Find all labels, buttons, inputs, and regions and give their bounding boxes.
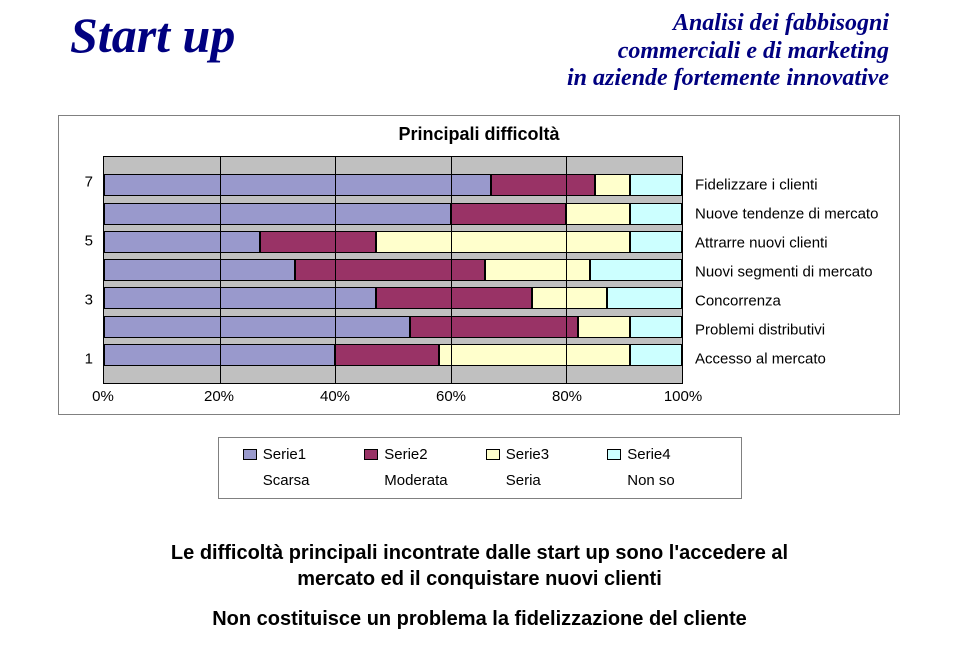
x-tick-label: 60% [436,388,466,405]
chart-body: 1 3 5 7 0% 20% 40% 60% 80% 100% Accesso al merca… [59,152,899,414]
legend: Serie1Serie2Serie3Serie4 ScarsaModerataS… [218,437,742,499]
legend-swatch [607,449,621,460]
footer-line-2: mercato ed il conquistare nuovi clienti [297,568,662,590]
subtitle-line-3: in aziende fortemente innovative [567,65,889,93]
page-title-left: Start up [70,6,235,64]
bar-segment-serie2 [376,287,532,309]
bar-segment-serie3 [532,287,607,309]
bar-row [104,287,682,309]
legend-swatch [486,449,500,460]
bar-segment-serie3 [376,231,630,253]
x-axis-labels: 0%20%40%60%80%100% [103,388,683,410]
category-label: Problemi distributivi [695,322,825,339]
x-tick-label: 80% [552,388,582,405]
bar-segment-serie4 [607,287,682,309]
y-tick-label: 7 [85,173,93,190]
x-tick-label: 100% [664,388,702,405]
bar-segment-serie3 [578,316,630,338]
bar-segment-serie2 [335,344,439,366]
bar-segment-serie1 [104,231,260,253]
legend-item-serie2: Serie2 [364,446,474,463]
bar-row [104,174,682,196]
chart-title: Principali difficoltà [59,124,899,145]
chart-container: Principali difficoltà 1 3 5 7 0% 20% 40% 60% 80… [58,115,900,415]
bar-segment-serie4 [630,344,682,366]
footer-line-1: Le difficoltà principali incontrate dall… [171,542,788,564]
y-axis-labels: 1 3 5 7 [59,152,99,388]
category-labels: Accesso al mercato Problemi distributivi C… [687,152,893,384]
legend-row-sublabels: Scarsa Moderata Seria Non so [219,472,741,489]
bar-segment-serie3 [595,174,630,196]
bar-segment-serie3 [439,344,630,366]
category-label: Attrarre nuovi clienti [695,235,828,252]
bar-segment-serie3 [485,259,589,281]
bar-row [104,231,682,253]
bars-layer [104,157,682,383]
legend-label: Serie3 [506,446,549,463]
legend-sublabel: Scarsa [243,472,353,489]
legend-item-serie1: Serie1 [243,446,353,463]
category-label: Nuovi segmenti di mercato [695,264,873,281]
legend-label: Serie1 [263,446,306,463]
legend-item-serie3: Serie3 [486,446,596,463]
plot-area [103,156,683,384]
footer-text-1: Le difficoltà principali incontrate dall… [0,540,959,592]
bar-segment-serie1 [104,316,410,338]
bar-row [104,259,682,281]
bar-segment-serie2 [260,231,376,253]
legend-sublabel: Seria [486,472,596,489]
bar-segment-serie4 [630,316,682,338]
category-label: Nuove tendenze di mercato [695,206,878,223]
gridline [220,157,221,383]
page-root: Start up Analisi dei fabbisogni commerci… [0,0,959,650]
legend-sublabel: Moderata [364,472,474,489]
bar-segment-serie2 [295,259,486,281]
legend-label: Serie2 [384,446,427,463]
bar-segment-serie1 [104,174,491,196]
category-label: Accesso al mercato [695,351,826,368]
bar-row [104,316,682,338]
bar-segment-serie2 [451,203,567,225]
bar-row [104,344,682,366]
category-label: Concorrenza [695,293,781,310]
page-title-right: Analisi dei fabbisogni commerciali e di … [567,10,889,93]
y-tick-label: 3 [85,291,93,308]
bar-segment-serie1 [104,203,451,225]
legend-swatch [364,449,378,460]
bar-segment-serie2 [491,174,595,196]
footer-line-3: Non costituisce un problema la fidelizza… [212,608,747,630]
gridline [451,157,452,383]
footer-text-2: Non costituisce un problema la fidelizza… [0,608,959,631]
subtitle-line-2: commerciali e di marketing [567,38,889,66]
legend-row-series: Serie1 Serie2 Serie3 Serie4 [219,446,741,463]
bar-segment-serie1 [104,259,295,281]
legend-swatch [243,449,257,460]
bar-segment-serie3 [566,203,630,225]
x-tick-label: 0% [92,388,114,405]
category-label: Fidelizzare i clienti [695,177,818,194]
bar-segment-serie4 [590,259,682,281]
gridline [566,157,567,383]
y-tick-label: 1 [85,350,93,367]
bar-row [104,203,682,225]
x-tick-label: 20% [204,388,234,405]
x-tick-label: 40% [320,388,350,405]
bar-segment-serie4 [630,203,682,225]
bar-segment-serie2 [410,316,578,338]
bar-segment-serie4 [630,174,682,196]
subtitle-line-1: Analisi dei fabbisogni [567,10,889,38]
gridline [335,157,336,383]
legend-label: Serie4 [627,446,670,463]
legend-item-serie4: Serie4 [607,446,717,463]
legend-sublabel: Non so [607,472,717,489]
y-tick-label: 5 [85,232,93,249]
bar-segment-serie4 [630,231,682,253]
